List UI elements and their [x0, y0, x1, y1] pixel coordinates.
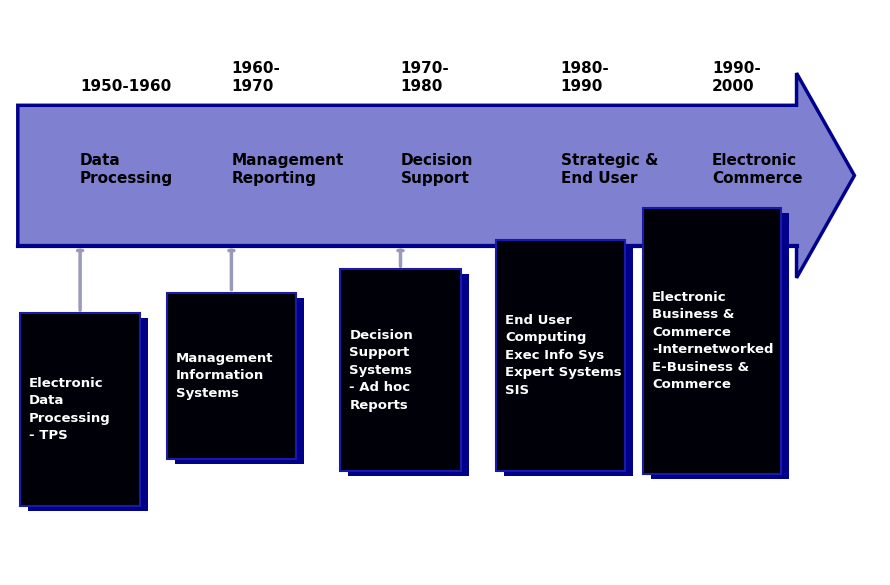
FancyBboxPatch shape — [651, 213, 789, 479]
Text: Electronic
Commerce: Electronic Commerce — [712, 153, 803, 186]
FancyBboxPatch shape — [643, 208, 781, 474]
FancyBboxPatch shape — [349, 274, 468, 476]
FancyBboxPatch shape — [341, 269, 461, 471]
FancyBboxPatch shape — [20, 313, 141, 506]
Text: Management
Reporting: Management Reporting — [231, 153, 344, 186]
Text: 1950-1960: 1950-1960 — [80, 78, 172, 94]
FancyBboxPatch shape — [167, 292, 295, 459]
Text: Decision
Support: Decision Support — [400, 153, 473, 186]
FancyBboxPatch shape — [28, 318, 148, 511]
FancyBboxPatch shape — [175, 298, 304, 464]
Polygon shape — [18, 73, 854, 278]
Text: Strategic &
End User: Strategic & End User — [561, 153, 658, 186]
Text: 1970-
1980: 1970- 1980 — [400, 61, 449, 94]
FancyBboxPatch shape — [497, 240, 626, 471]
FancyBboxPatch shape — [504, 245, 634, 476]
Text: 1980-
1990: 1980- 1990 — [561, 61, 610, 94]
Text: Electronic
Data
Processing
- TPS: Electronic Data Processing - TPS — [28, 377, 110, 442]
Text: 1960-
1970: 1960- 1970 — [231, 61, 280, 94]
Text: Decision
Support
Systems
- Ad hoc
Reports: Decision Support Systems - Ad hoc Report… — [349, 329, 413, 411]
Text: 1990-
2000: 1990- 2000 — [712, 61, 761, 94]
Text: Management
Information
Systems: Management Information Systems — [176, 352, 273, 400]
Text: End User
Computing
Exec Info Sys
Expert Systems
SIS: End User Computing Exec Info Sys Expert … — [506, 314, 622, 397]
Text: Data
Processing: Data Processing — [80, 153, 174, 186]
Text: Electronic
Business &
Commerce
-Internetworked
E-Business &
Commerce: Electronic Business & Commerce -Internet… — [652, 291, 773, 391]
